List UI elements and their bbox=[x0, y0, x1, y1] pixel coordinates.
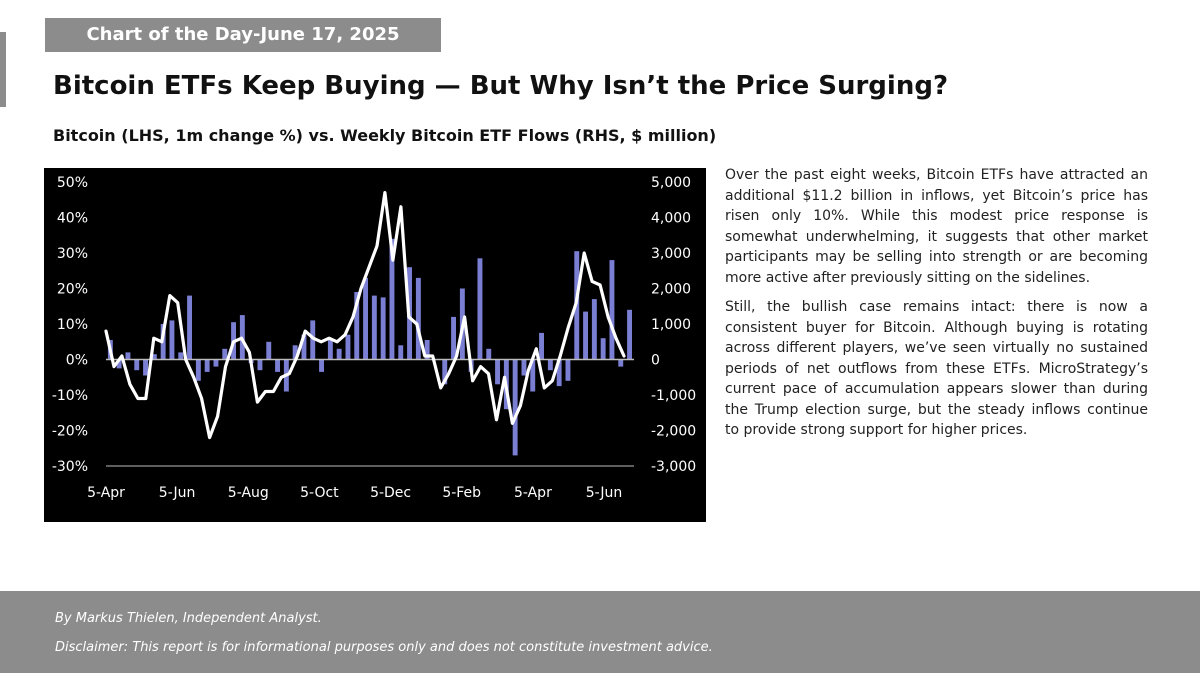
etf-flow-bar bbox=[442, 359, 448, 385]
etf-flow-bar bbox=[151, 354, 157, 360]
x-tick-label: 5-Aug bbox=[228, 485, 269, 501]
etf-flow-bar bbox=[266, 341, 272, 360]
commentary-paragraph: Over the past eight weeks, Bitcoin ETFs … bbox=[725, 167, 1148, 286]
etf-flow-bar bbox=[195, 359, 201, 381]
etf-flow-bar bbox=[424, 340, 430, 360]
etf-flow-bar bbox=[539, 332, 544, 360]
etf-flow-bar bbox=[301, 334, 307, 360]
etf-flow-bar bbox=[257, 359, 263, 371]
left-tick-label: 50% bbox=[57, 175, 88, 191]
x-tick-label: 5-Feb bbox=[442, 485, 481, 501]
bitcoin-change-line bbox=[104, 191, 626, 440]
etf-flow-bar bbox=[319, 359, 324, 372]
right-tick-label: -1,000 bbox=[651, 388, 696, 404]
etf-flow-bar bbox=[327, 340, 333, 360]
x-tick-label: 5-Oct bbox=[300, 485, 339, 501]
commentary: Over the past eight weeks, Bitcoin ETFs … bbox=[725, 165, 1148, 450]
etf-flow-bar bbox=[389, 238, 395, 360]
etf-flow-bar bbox=[204, 359, 210, 372]
chart-of-the-day-banner: Chart of the Day-June 17, 2025 bbox=[45, 18, 441, 52]
etf-flow-bar bbox=[415, 277, 421, 360]
x-tick-label: 5-Apr bbox=[87, 485, 125, 501]
etf-flow-bar bbox=[477, 258, 483, 360]
etf-flow-bar bbox=[134, 359, 140, 371]
etf-flow-bar bbox=[495, 359, 500, 385]
left-tick-label: 10% bbox=[57, 317, 88, 333]
etf-flow-bar bbox=[600, 338, 606, 360]
commentary-paragraph: Still, the bullish case remains intact: … bbox=[725, 299, 1148, 438]
left-accent-bar bbox=[0, 32, 6, 107]
left-tick-label: -20% bbox=[52, 424, 88, 440]
etf-flow-bar bbox=[187, 295, 192, 360]
left-axis-ticks: 50% 40% 30% 20% 10% 0% -10% -20% -30% bbox=[52, 175, 88, 475]
page-title: Bitcoin ETFs Keep Buying — But Why Isn’t… bbox=[53, 71, 949, 101]
etf-flow-bar bbox=[583, 311, 588, 360]
chart-svg: 50% 40% 30% 20% 10% 0% -10% -20% -30% 5,000 4,000… bbox=[52, 175, 696, 501]
x-tick-label: 5-Jun bbox=[159, 485, 196, 501]
etf-flow-bars bbox=[107, 238, 632, 456]
right-axis-ticks: 5,000 4,000 3,000 2,000 1,000 0 -1,000 -2,000 -3… bbox=[651, 175, 696, 475]
etf-flow-bar bbox=[178, 352, 184, 360]
etf-flow-bar bbox=[486, 348, 492, 360]
author-line: By Markus Thielen, Independent Analyst. bbox=[55, 611, 322, 626]
left-tick-label: 30% bbox=[57, 246, 88, 262]
etf-flow-bar bbox=[354, 292, 360, 360]
etf-flow-bar bbox=[591, 299, 597, 360]
x-tick-label: 5-Jun bbox=[586, 485, 623, 501]
left-tick-label: 20% bbox=[57, 282, 88, 298]
etf-flow-bar bbox=[125, 352, 131, 360]
disclaimer-line: Disclaimer: This report is for informati… bbox=[55, 640, 713, 655]
right-tick-label: 4,000 bbox=[651, 211, 691, 227]
etf-flow-bar bbox=[609, 260, 615, 360]
right-tick-label: -3,000 bbox=[651, 459, 696, 475]
etf-flow-bar bbox=[565, 359, 571, 381]
etf-flow-bar bbox=[398, 345, 404, 360]
etf-flow-bar bbox=[213, 359, 219, 367]
right-tick-label: -2,000 bbox=[651, 424, 696, 440]
etf-flow-bar bbox=[169, 320, 175, 360]
chart-container: 50% 40% 30% 20% 10% 0% -10% -20% -30% 5,000 4,000… bbox=[44, 168, 706, 522]
etf-flow-bar bbox=[556, 359, 562, 387]
right-tick-label: 3,000 bbox=[651, 246, 691, 262]
etf-flow-bar bbox=[292, 345, 298, 360]
footer: By Markus Thielen, Independent Analyst. … bbox=[0, 591, 1200, 673]
etf-flow-bar bbox=[363, 277, 368, 360]
etf-flow-bar bbox=[371, 295, 377, 360]
etf-flow-bar bbox=[143, 359, 148, 376]
left-tick-label: 0% bbox=[66, 353, 88, 369]
etf-flow-bar bbox=[547, 359, 553, 371]
etf-flow-bar bbox=[345, 334, 351, 360]
etf-flow-bar bbox=[310, 320, 316, 360]
etf-flow-bar bbox=[275, 359, 280, 372]
etf-flow-bar bbox=[627, 309, 632, 360]
chart-subtitle: Bitcoin (LHS, 1m change %) vs. Weekly Bi… bbox=[53, 126, 717, 145]
etf-flow-bar bbox=[521, 359, 527, 376]
right-tick-label: 2,000 bbox=[651, 282, 691, 298]
left-tick-label: 40% bbox=[57, 211, 88, 227]
etf-flow-bar bbox=[530, 359, 536, 392]
etf-flow-bar bbox=[451, 316, 456, 360]
left-tick-label: -10% bbox=[52, 388, 88, 404]
left-tick-label: -30% bbox=[52, 459, 88, 475]
etf-flow-bar bbox=[116, 359, 122, 369]
etf-flow-bar bbox=[336, 348, 342, 360]
right-tick-label: 0 bbox=[651, 353, 660, 369]
right-tick-label: 5,000 bbox=[651, 175, 691, 191]
x-axis-ticks: 5-Apr 5-Jun 5-Aug 5-Oct 5-Dec 5-Feb 5-Apr 5-Jun bbox=[87, 485, 622, 501]
right-tick-label: 1,000 bbox=[651, 317, 691, 333]
x-tick-label: 5-Dec bbox=[370, 485, 411, 501]
etf-flow-bar bbox=[380, 297, 386, 360]
etf-flow-bar bbox=[618, 359, 624, 367]
etf-flow-bar bbox=[512, 359, 518, 456]
x-tick-label: 5-Apr bbox=[514, 485, 552, 501]
etf-flow-bar bbox=[222, 348, 228, 360]
